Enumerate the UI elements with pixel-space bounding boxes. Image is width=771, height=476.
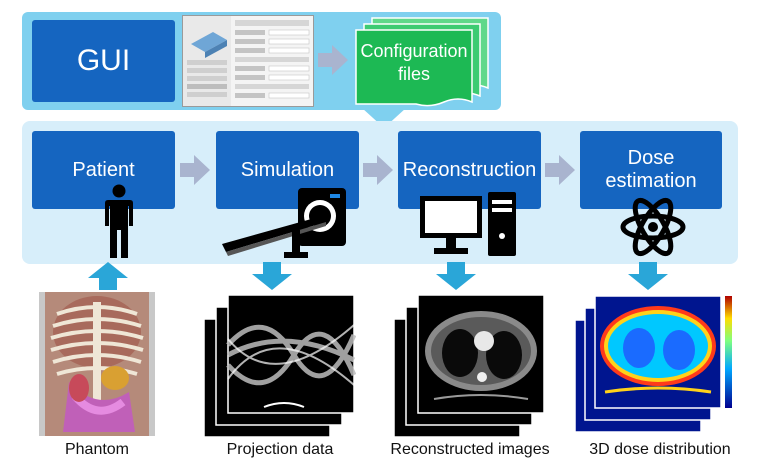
gui-screenshot-thumbnail (182, 15, 314, 107)
person-icon (105, 184, 133, 258)
dose-distribution-image (575, 295, 732, 433)
patient-box: Patient (32, 131, 175, 209)
projection-data-caption: Projection data (226, 441, 334, 458)
reconstructed-images (394, 295, 545, 437)
dose-estimation-box: Dose estimation (580, 131, 722, 209)
reconstructed-images-caption: Reconstructed images (390, 441, 550, 458)
arrow-dose-down (628, 262, 668, 290)
gui-box: GUI (32, 20, 175, 102)
patient-label: Patient (72, 158, 135, 181)
dose-estimation-label: Dose estimation (605, 147, 697, 192)
reconstruction-label: Reconstruction (402, 158, 537, 181)
config-files-label: Configuration files (360, 41, 468, 84)
ct-scanner-icon (222, 188, 346, 258)
config-files-stack (355, 17, 489, 107)
atom-icon (620, 197, 686, 257)
arrow-simulation-to-reconstruction (363, 155, 393, 185)
projection-data-image (204, 295, 356, 437)
arrow-patient-to-simulation (180, 155, 210, 185)
gui-label: GUI (76, 43, 131, 77)
dose-distribution-caption: 3D dose distribution (589, 441, 731, 458)
arrow-phantom-up (88, 262, 128, 290)
phantom-image (39, 292, 155, 436)
arrow-reconstruction-to-dose (545, 155, 575, 185)
arrow-simulation-down (252, 262, 292, 290)
simulation-label: Simulation (240, 158, 335, 181)
arrow-gui-to-config (318, 45, 348, 75)
arrow-reconstruction-down (436, 262, 476, 290)
computer-icon (420, 192, 516, 256)
phantom-caption: Phantom (64, 441, 130, 458)
